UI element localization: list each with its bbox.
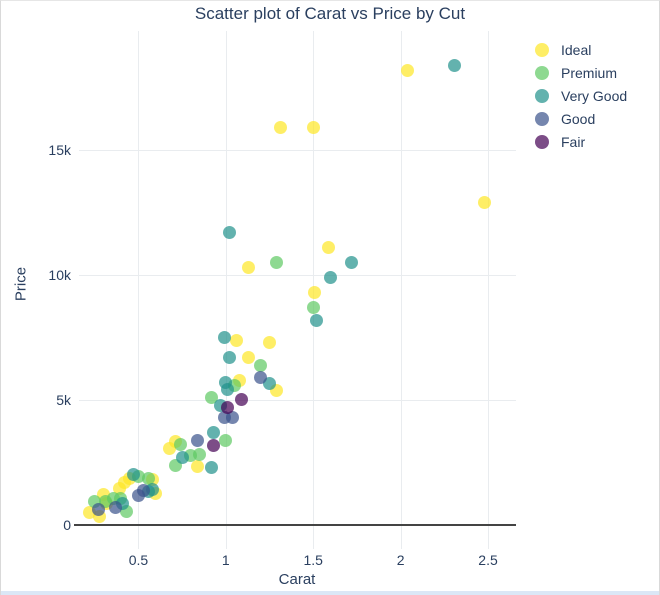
legend-swatch-icon bbox=[535, 134, 549, 149]
data-point-ideal bbox=[478, 196, 492, 209]
data-point-fair bbox=[221, 400, 235, 414]
legend-item-good[interactable]: Good bbox=[531, 107, 627, 130]
x-gridline bbox=[138, 31, 140, 549]
y-tick-label: 5k bbox=[56, 392, 71, 408]
data-point-very-good bbox=[126, 467, 140, 481]
x-axis-title: Carat bbox=[278, 571, 316, 588]
zero-line bbox=[74, 524, 516, 526]
legend-swatch-icon bbox=[535, 65, 549, 80]
data-point-good bbox=[131, 488, 145, 502]
x-tick-label: 0.5 bbox=[128, 552, 149, 568]
data-point-ideal bbox=[229, 333, 243, 347]
legend: Ideal Premium Very Good Good Fair bbox=[531, 38, 627, 153]
data-point-fair bbox=[207, 438, 221, 452]
x-gridline bbox=[488, 31, 490, 549]
data-point-ideal bbox=[308, 286, 322, 299]
legend-label: Premium bbox=[561, 64, 618, 81]
x-tick-label: 2.5 bbox=[478, 552, 498, 568]
x-tick-label: 1 bbox=[221, 552, 230, 568]
data-point-ideal bbox=[242, 351, 256, 364]
data-point-very-good bbox=[205, 461, 219, 474]
y-tick-label: 15k bbox=[48, 142, 71, 158]
data-point-good bbox=[191, 433, 205, 447]
data-point-very-good bbox=[221, 382, 235, 396]
data-point-very-good bbox=[263, 377, 277, 391]
legend-label: Ideal bbox=[561, 41, 592, 58]
legend-label: Good bbox=[561, 110, 596, 127]
data-point-very-good bbox=[217, 331, 231, 344]
data-point-ideal bbox=[263, 336, 277, 349]
legend-item-very-good[interactable]: Very Good bbox=[531, 84, 627, 107]
data-point-premium bbox=[306, 301, 320, 314]
data-point-very-good bbox=[222, 351, 236, 364]
legend-label: Very Good bbox=[561, 87, 628, 104]
legend-item-premium[interactable]: Premium bbox=[531, 61, 627, 84]
legend-label: Fair bbox=[561, 133, 586, 150]
data-point-very-good bbox=[345, 256, 359, 269]
legend-item-ideal[interactable]: Ideal bbox=[531, 38, 627, 61]
data-point-very-good bbox=[222, 226, 236, 239]
data-point-premium bbox=[142, 471, 156, 485]
data-point-ideal bbox=[112, 481, 126, 495]
data-point-good bbox=[91, 502, 105, 516]
data-point-premium bbox=[254, 358, 268, 372]
y-gridline bbox=[79, 275, 516, 276]
data-point-very-good bbox=[448, 58, 462, 72]
data-point-ideal bbox=[273, 121, 287, 134]
data-point-good bbox=[109, 500, 123, 514]
legend-swatch-icon bbox=[535, 42, 549, 57]
chart-title: Scatter plot of Carat vs Price by Cut bbox=[194, 4, 466, 23]
x-gridline bbox=[225, 31, 227, 549]
data-point-ideal bbox=[401, 63, 415, 77]
y-tick-label: 0 bbox=[63, 517, 71, 533]
data-point-ideal bbox=[163, 442, 177, 456]
data-point-ideal bbox=[242, 261, 256, 274]
legend-item-fair[interactable]: Fair bbox=[531, 130, 627, 153]
data-point-very-good bbox=[175, 450, 189, 464]
data-point-good bbox=[254, 371, 268, 384]
y-tick-label: 10k bbox=[48, 267, 71, 283]
data-point-premium bbox=[270, 256, 284, 269]
y-gridline bbox=[79, 400, 516, 401]
data-point-fair bbox=[235, 392, 249, 406]
plot-area[interactable] bbox=[74, 31, 516, 549]
x-tick-label: 1.5 bbox=[303, 552, 323, 568]
data-point-ideal bbox=[191, 459, 205, 473]
data-point-premium bbox=[173, 437, 187, 451]
data-point-ideal bbox=[306, 121, 320, 134]
data-point-very-good bbox=[324, 271, 338, 284]
legend-swatch-icon bbox=[535, 111, 549, 126]
x-tick-label: 2 bbox=[396, 552, 405, 568]
x-gridline bbox=[400, 31, 402, 549]
data-point-very-good bbox=[207, 426, 221, 439]
window-bottom-border bbox=[1, 591, 659, 595]
legend-swatch-icon bbox=[535, 88, 549, 103]
data-point-very-good bbox=[310, 313, 324, 327]
data-point-ideal bbox=[322, 241, 336, 254]
data-point-premium bbox=[219, 433, 233, 447]
data-point-good bbox=[226, 411, 240, 424]
y-gridline bbox=[79, 150, 516, 151]
